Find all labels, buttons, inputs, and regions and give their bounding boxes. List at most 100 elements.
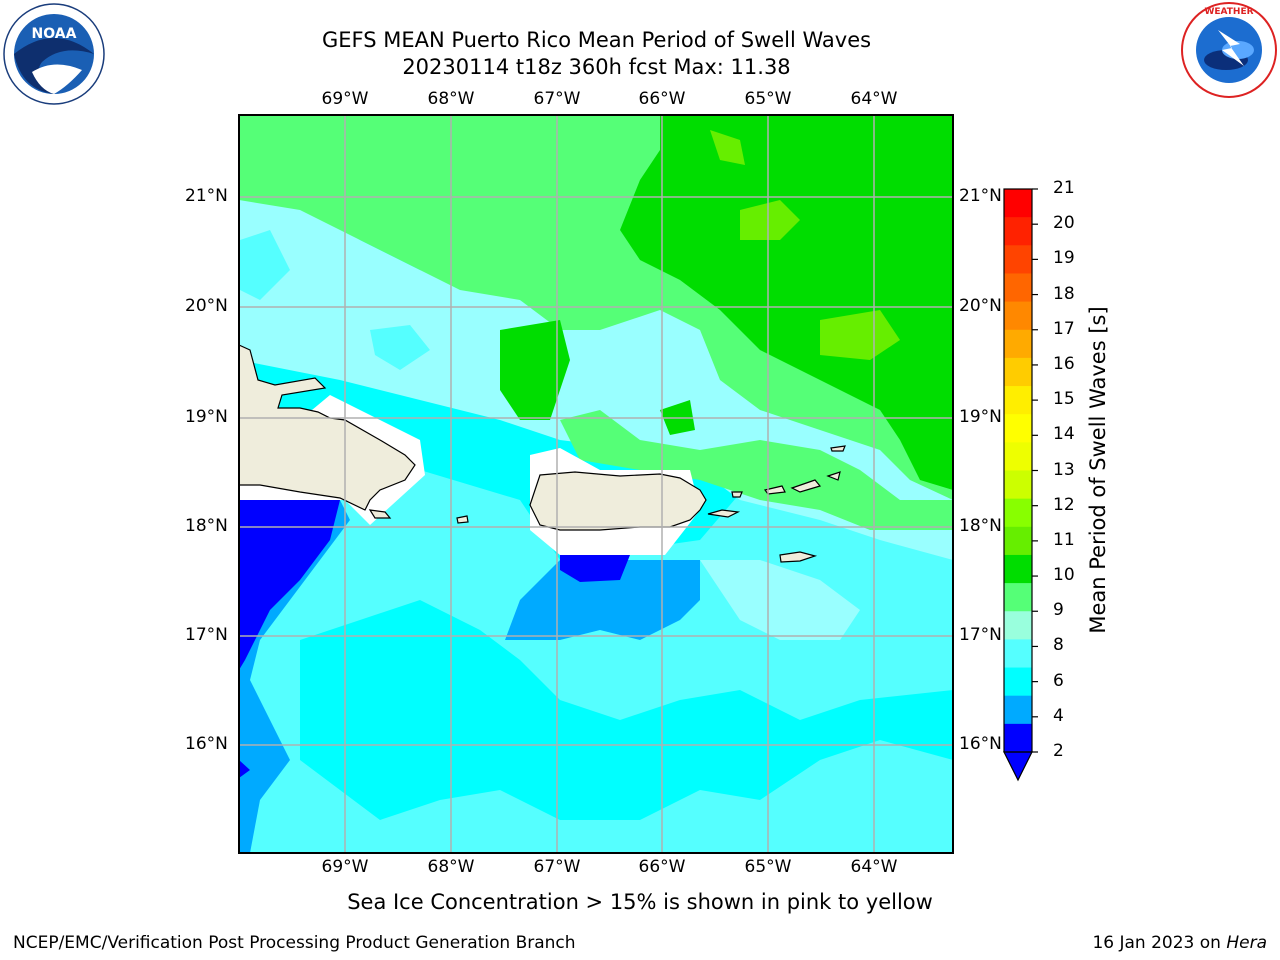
noaa-logo-text: NOAA	[32, 26, 77, 42]
lat-label-right: 20°N	[959, 296, 1002, 316]
colorbar-tick-label: 6	[1053, 670, 1064, 691]
colorbar-segment	[1004, 245, 1032, 274]
land-vieques	[707, 509, 741, 518]
colorbar-tick-label: 16	[1053, 353, 1075, 374]
land-tortola	[790, 479, 822, 493]
lon-label-bottom: 65°W	[744, 857, 792, 877]
colorbar-tick-label: 10	[1053, 565, 1075, 586]
field-11-12-b	[820, 310, 900, 360]
lat-label-left: 20°N	[185, 296, 228, 316]
colorbar-tick-label: 20	[1053, 213, 1075, 234]
field-2-4-b	[505, 560, 700, 640]
colorbar-segment	[1004, 442, 1032, 471]
lat-label-right: 18°N	[959, 516, 1002, 536]
colorbar-segment	[1004, 386, 1032, 415]
field-6-8-north2	[370, 325, 430, 370]
gridlines	[239, 115, 953, 853]
lon-label-bottom: 69°W	[321, 857, 369, 877]
lat-label-left: 18°N	[185, 516, 228, 536]
lon-label-top: 65°W	[744, 89, 792, 109]
lat-label-left: 21°N	[185, 186, 228, 206]
land-st-thomas	[763, 485, 786, 495]
lon-label-top: 67°W	[533, 89, 581, 109]
colorbar-tick-label: 11	[1053, 529, 1075, 550]
land-anegada	[830, 445, 846, 452]
colorbar-tick-label: 17	[1053, 318, 1075, 339]
land-hispaniola	[239, 344, 416, 511]
colorbar-segment	[1004, 357, 1032, 387]
lat-label-left: 19°N	[185, 407, 228, 427]
colorbar-tick-label: 13	[1053, 459, 1075, 480]
land-anegada-area	[826, 471, 841, 481]
colorbar-tick-label: 18	[1053, 283, 1075, 304]
colorbar-label: Mean Period of Swell Waves [s]	[1086, 306, 1110, 634]
noaa-logo: NOAA	[3, 3, 105, 105]
field-under-2-b	[560, 555, 630, 582]
footer-date: 16 Jan 2023 on Hera	[1092, 933, 1267, 953]
colorbar-tick-label: 14	[1053, 424, 1075, 445]
colorbar-tick-label: 4	[1053, 705, 1064, 726]
field-11-12	[740, 200, 800, 240]
colorbar-segment	[1004, 189, 1032, 218]
land-mona	[456, 515, 469, 524]
chart-title: GEFS MEAN Puerto Rico Mean Period of Swe…	[321, 28, 872, 52]
colorbar-segment	[1004, 667, 1032, 697]
colorbar	[1003, 188, 1038, 782]
map-frame	[238, 114, 954, 854]
land-culebra	[731, 491, 743, 498]
colorbar-segment	[1004, 498, 1032, 528]
colorbar-segment	[1004, 414, 1032, 443]
footer-host: Hera	[1226, 933, 1267, 953]
svg-text:WEATHER: WEATHER	[1204, 7, 1253, 17]
field-10-11	[620, 115, 953, 490]
field-8-9-patch	[700, 560, 860, 640]
field-4-6-south	[300, 600, 953, 820]
colorbar-tick-label: 2	[1053, 741, 1064, 761]
colorbar-segment	[1004, 723, 1032, 753]
colorbar-segment	[1004, 695, 1032, 725]
colorbar-extend-arrow	[1003, 751, 1033, 782]
colorbar-segment	[1004, 301, 1032, 331]
colorbar-tick-label: 9	[1053, 600, 1064, 621]
colorbar-segment	[1004, 217, 1032, 246]
field-under-2	[239, 500, 340, 670]
colorbar-segment	[1004, 583, 1032, 612]
sea-ice-note: Sea Ice Concentration > 15% is shown in …	[347, 890, 933, 914]
lat-label-right: 21°N	[959, 186, 1002, 206]
colorbar-segment	[1004, 470, 1032, 500]
field-under-2-c	[239, 760, 250, 778]
lat-label-right: 19°N	[959, 407, 1002, 427]
lat-label-left: 16°N	[185, 734, 228, 754]
colorbar-segment	[1004, 611, 1032, 640]
land-saona	[368, 509, 392, 519]
lon-label-bottom: 66°W	[638, 857, 686, 877]
colorbar-tick-label: 19	[1053, 248, 1075, 269]
footer-date-text: 16 Jan 2023 on	[1092, 933, 1227, 953]
colorbar-segment	[1004, 526, 1032, 556]
lon-label-bottom: 64°W	[850, 857, 898, 877]
lat-label-left: 17°N	[185, 625, 228, 645]
colorbar-tick-label: 12	[1053, 494, 1075, 515]
lon-label-top: 64°W	[850, 89, 898, 109]
lon-label-top: 66°W	[638, 89, 686, 109]
colorbar-segment	[1004, 329, 1032, 359]
land-st-croix	[779, 551, 818, 563]
lon-label-bottom: 68°W	[427, 857, 475, 877]
field-11-12-c	[710, 130, 745, 165]
footer-credit: NCEP/EMC/Verification Post Processing Pr…	[13, 933, 576, 953]
colorbar-tick-label: 8	[1053, 635, 1064, 656]
lat-label-right: 16°N	[959, 734, 1002, 754]
colorbar-segment	[1004, 273, 1032, 303]
colorbar-tick-label: 15	[1053, 389, 1075, 410]
lon-label-top: 68°W	[427, 89, 475, 109]
chart-subtitle: 20230114 t18z 360h fcst Max: 11.38	[402, 55, 791, 79]
field-9-10-b	[560, 410, 953, 530]
colorbar-tick-label: 21	[1053, 178, 1075, 198]
colorbar-segment	[1004, 639, 1032, 669]
lon-label-bottom: 67°W	[533, 857, 581, 877]
nws-logo: WEATHER	[1181, 2, 1277, 98]
colorbar-segment	[1004, 554, 1032, 584]
field-6-8-north	[240, 230, 290, 300]
lon-label-top: 69°W	[321, 89, 369, 109]
